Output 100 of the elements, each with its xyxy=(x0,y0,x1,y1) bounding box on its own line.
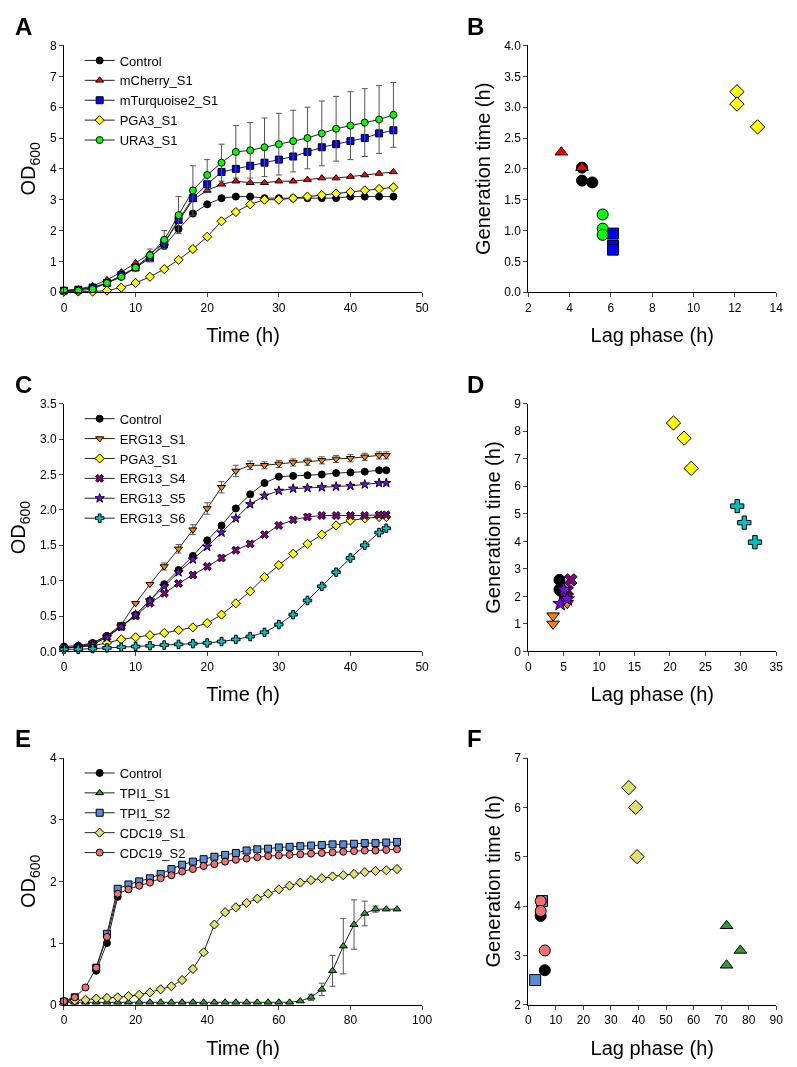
legend-label: Control xyxy=(119,53,162,69)
x-tick-label: 30 xyxy=(272,300,286,315)
y-tick-label: 0 xyxy=(49,285,57,300)
chart-title: D xyxy=(467,371,485,398)
y-tick-label: 3 xyxy=(514,562,522,577)
x-tick-label: 30 xyxy=(604,1013,618,1028)
legend-label: CDC19_S2 xyxy=(119,845,186,861)
legend-label: ERG13_S5 xyxy=(119,491,186,507)
x-tick-label: 30 xyxy=(272,659,286,674)
x-tick-label: 40 xyxy=(343,659,358,674)
x-tick-label: 40 xyxy=(343,300,358,315)
y-tick-label: 3.5 xyxy=(39,396,57,411)
chart-title: C xyxy=(15,371,33,398)
x-tick-label: 25 xyxy=(698,659,713,674)
y-tick-label: 7 xyxy=(514,451,522,466)
legend-label: mCherry_S1 xyxy=(119,73,193,89)
y-tick-label: 5 xyxy=(514,849,522,864)
y-tick-label: 0.5 xyxy=(504,254,522,269)
x-tick-label: 30 xyxy=(734,659,748,674)
legend-label: CDC19_S1 xyxy=(119,825,186,841)
x-tick-label: 15 xyxy=(627,659,642,674)
y-tick-label: 1.5 xyxy=(504,192,522,207)
y-tick-label: 3.5 xyxy=(504,69,522,84)
x-tick-label: 40 xyxy=(200,1013,215,1028)
x-tick-label: 70 xyxy=(714,1013,729,1028)
y-tick-label: 2 xyxy=(49,223,57,238)
y-tick-label: 2.0 xyxy=(504,162,522,177)
x-axis-title: Time (h) xyxy=(206,1036,280,1059)
x-tick-label: 90 xyxy=(769,1013,784,1028)
y-tick-label: 2.5 xyxy=(504,131,522,146)
y-tick-label: 0.0 xyxy=(39,644,57,659)
legend-label: ERG13_S4 xyxy=(119,471,186,487)
y-tick-label: 7 xyxy=(514,751,522,766)
y-tick-label: 8 xyxy=(49,38,57,53)
x-tick-label: 80 xyxy=(741,1013,756,1028)
x-tick-label: 20 xyxy=(576,1013,591,1028)
y-tick-label: 6 xyxy=(49,100,57,115)
y-tick-label: 4 xyxy=(49,751,57,766)
y-tick-label: 0 xyxy=(514,644,522,659)
y-tick-label: 1.0 xyxy=(39,573,57,588)
y-tick-label: 4 xyxy=(514,534,522,549)
y-tick-label: 4 xyxy=(514,899,522,914)
x-tick-label: 50 xyxy=(659,1013,673,1028)
legend-label: TPI1_S2 xyxy=(119,805,171,821)
x-tick-label: 50 xyxy=(415,659,430,674)
x-tick-label: 0 xyxy=(60,1013,68,1028)
x-tick-label: 10 xyxy=(592,659,607,674)
x-tick-label: 20 xyxy=(663,659,677,674)
x-tick-label: 40 xyxy=(631,1013,646,1028)
chart-title: A xyxy=(15,13,33,40)
x-axis-title: Lag phase (h) xyxy=(590,1036,714,1059)
x-axis-title: Time (h) xyxy=(206,683,280,706)
y-axis-title: Generation time (h) xyxy=(481,795,504,968)
y-axis-title: Generation time (h) xyxy=(481,441,504,614)
x-tick-label: 20 xyxy=(200,300,215,315)
x-axis-title: Lag phase (h) xyxy=(590,683,714,706)
y-tick-label: 6 xyxy=(514,479,522,494)
y-tick-label: 5 xyxy=(514,507,522,522)
y-tick-label: 3 xyxy=(49,812,57,827)
legend-label: PGA3_S1 xyxy=(119,451,178,467)
y-tick-label: 1.0 xyxy=(504,223,522,238)
legend-label: mTurquoise2_S1 xyxy=(119,93,219,109)
x-tick-label: 10 xyxy=(549,1013,563,1028)
legend-label: Control xyxy=(119,766,162,782)
x-tick-label: 14 xyxy=(769,300,784,315)
y-tick-label: 2 xyxy=(49,874,57,889)
x-axis-title: Lag phase (h) xyxy=(590,324,714,347)
y-tick-label: 0.0 xyxy=(504,285,522,300)
y-tick-label: 1.5 xyxy=(39,538,57,553)
legend-label: PGA3_S1 xyxy=(119,113,178,129)
y-tick-label: 4 xyxy=(49,162,57,177)
legend-label: TPI1_S1 xyxy=(119,785,171,801)
x-tick-label: 0 xyxy=(524,1013,532,1028)
y-tick-label: 9 xyxy=(514,396,522,411)
x-tick-label: 50 xyxy=(415,300,430,315)
x-tick-label: 80 xyxy=(343,1013,358,1028)
y-tick-label: 8 xyxy=(514,424,522,439)
x-tick-label: 100 xyxy=(412,1013,433,1028)
x-tick-label: 2 xyxy=(524,300,532,315)
x-tick-label: 10 xyxy=(128,300,143,315)
y-tick-label: 1 xyxy=(49,254,57,269)
y-tick-label: 0 xyxy=(49,997,57,1012)
y-tick-label: 6 xyxy=(514,800,522,815)
x-tick-label: 5 xyxy=(560,659,568,674)
y-tick-label: 4.0 xyxy=(504,38,522,53)
y-tick-label: 2 xyxy=(514,589,522,604)
y-tick-label: 2 xyxy=(514,997,522,1012)
x-tick-label: 60 xyxy=(686,1013,701,1028)
y-tick-label: 0.5 xyxy=(39,609,57,624)
y-tick-label: 2.5 xyxy=(39,467,57,482)
legend-label: URA3_S1 xyxy=(119,133,178,149)
x-tick-label: 10 xyxy=(128,659,143,674)
x-tick-label: 0 xyxy=(60,659,68,674)
x-axis-title: Time (h) xyxy=(206,324,280,347)
x-tick-label: 60 xyxy=(272,1013,286,1028)
chart-title: F xyxy=(467,725,482,752)
x-tick-label: 0 xyxy=(524,659,532,674)
x-tick-label: 0 xyxy=(60,300,68,315)
y-tick-label: 1 xyxy=(49,936,57,951)
y-tick-label: 5 xyxy=(49,131,57,146)
